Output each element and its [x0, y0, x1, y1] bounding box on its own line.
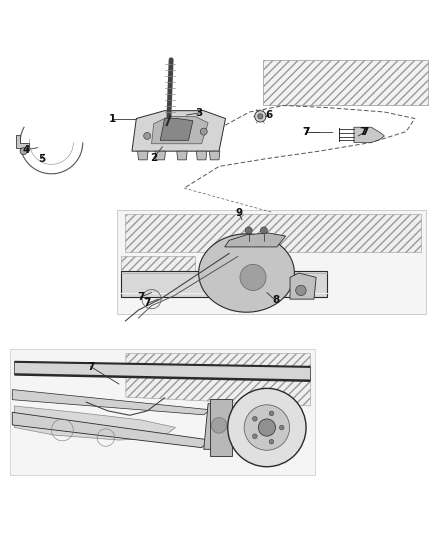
Text: 7: 7 [302, 127, 310, 138]
Circle shape [269, 439, 274, 444]
Text: 4: 4 [22, 145, 30, 155]
Text: 1: 1 [109, 114, 116, 124]
Text: 7: 7 [137, 292, 145, 302]
Text: 8: 8 [272, 295, 279, 305]
Text: 3: 3 [196, 108, 203, 118]
Circle shape [252, 434, 257, 439]
Text: 5: 5 [38, 154, 45, 164]
Circle shape [244, 405, 290, 450]
Circle shape [200, 128, 207, 135]
Text: 7: 7 [87, 361, 94, 372]
Circle shape [258, 114, 263, 119]
Text: 7: 7 [144, 298, 151, 309]
Polygon shape [290, 273, 316, 299]
Polygon shape [16, 135, 29, 148]
Text: 2: 2 [150, 152, 157, 163]
Circle shape [228, 389, 306, 467]
Polygon shape [12, 413, 210, 448]
Polygon shape [152, 116, 208, 144]
Circle shape [144, 133, 151, 140]
Circle shape [20, 148, 27, 155]
Polygon shape [262, 60, 428, 106]
Polygon shape [126, 353, 311, 406]
Circle shape [279, 425, 284, 430]
Polygon shape [14, 406, 176, 440]
Circle shape [296, 285, 306, 296]
Polygon shape [138, 151, 148, 160]
Text: 6: 6 [265, 110, 273, 120]
Polygon shape [196, 151, 207, 160]
Circle shape [261, 227, 267, 234]
Polygon shape [177, 151, 187, 160]
Text: 7: 7 [361, 127, 368, 138]
Polygon shape [10, 349, 315, 475]
Circle shape [211, 417, 227, 433]
Polygon shape [209, 151, 220, 160]
Polygon shape [160, 118, 193, 140]
Ellipse shape [240, 264, 266, 290]
Polygon shape [210, 399, 232, 456]
Circle shape [258, 419, 276, 436]
Polygon shape [121, 256, 195, 283]
Polygon shape [12, 390, 210, 415]
Text: 7: 7 [302, 127, 310, 138]
Circle shape [254, 111, 266, 122]
Polygon shape [132, 111, 226, 151]
Polygon shape [204, 403, 232, 449]
Polygon shape [117, 210, 426, 314]
Circle shape [269, 411, 274, 416]
Text: 7: 7 [359, 127, 366, 138]
Polygon shape [155, 151, 166, 160]
Circle shape [252, 416, 257, 421]
Ellipse shape [198, 234, 294, 312]
Polygon shape [125, 214, 421, 252]
Polygon shape [14, 362, 311, 381]
Polygon shape [354, 127, 385, 142]
Polygon shape [225, 233, 286, 247]
Text: 9: 9 [235, 208, 242, 218]
Circle shape [245, 227, 252, 234]
Polygon shape [121, 271, 327, 297]
